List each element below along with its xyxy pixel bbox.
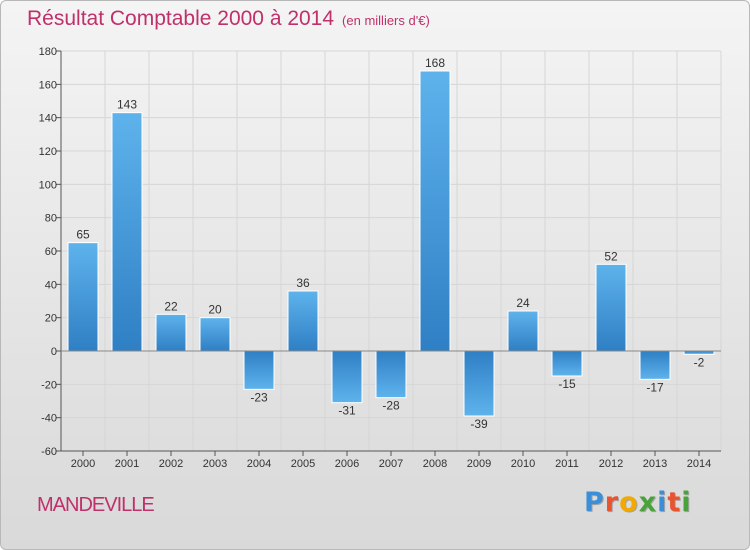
x-tick-label: 2013 [643, 458, 667, 470]
data-label: 24 [516, 296, 530, 310]
logo-letter: i [657, 487, 668, 518]
bar-2005 [287, 290, 319, 352]
data-label: -2 [694, 355, 705, 369]
y-tick-label: 80 [45, 213, 57, 225]
chart-title-text: Résultat Comptable 2000 à 2014 [27, 7, 335, 30]
x-tick-label: 2003 [203, 458, 227, 470]
data-label: -31 [338, 404, 356, 418]
y-tick-label: 100 [39, 179, 57, 191]
y-tick-label: -60 [41, 446, 57, 458]
data-label: 65 [76, 228, 90, 242]
x-tick-label: 2011 [555, 458, 579, 470]
x-tick-label: 2009 [467, 458, 491, 470]
bar-2013 [639, 350, 671, 380]
data-label: 22 [164, 299, 178, 313]
bar-2006 [331, 350, 363, 404]
y-tick-label: 140 [39, 113, 57, 125]
logo-letter: x [638, 487, 658, 518]
y-tick-label: -40 [41, 413, 57, 425]
logo-letter: t [667, 487, 682, 518]
data-label: -23 [250, 390, 268, 404]
bar-2008 [419, 70, 451, 352]
bar-2003 [199, 317, 231, 352]
y-tick-label: 60 [45, 246, 57, 258]
bar-2000 [67, 242, 99, 352]
bar-2001 [111, 112, 143, 352]
x-tick-label: 2000 [71, 458, 95, 470]
y-tick-label: 160 [39, 79, 57, 91]
logo-letter: r [604, 487, 620, 518]
logo-letter: i [681, 487, 692, 518]
chart-title: Résultat Comptable 2000 à 2014 (en millie… [27, 7, 430, 31]
x-tick-label: 2004 [247, 458, 271, 470]
bar-2010 [507, 310, 539, 352]
bar-2012 [595, 263, 627, 352]
y-tick-label: 180 [39, 46, 57, 58]
logo-letter: P [584, 487, 605, 518]
y-tick-label: 0 [51, 346, 57, 358]
logo-letter: o [619, 487, 639, 518]
proxiti-logo: Proxiti [584, 487, 692, 518]
chart-subtitle: (en milliers d'€) [342, 13, 430, 28]
bar-2011 [551, 350, 583, 377]
bar-2009 [463, 350, 495, 417]
data-label: 168 [425, 56, 445, 70]
x-tick-label: 2001 [115, 458, 139, 470]
data-label: -28 [382, 399, 400, 413]
x-tick-label: 2007 [379, 458, 403, 470]
town-name: MANDEVILLE [37, 494, 155, 516]
data-label: 143 [117, 98, 137, 112]
bar-2004 [243, 350, 275, 390]
data-label: 20 [208, 303, 222, 317]
x-tick-label: 2008 [423, 458, 447, 470]
y-tick-label: -20 [41, 379, 57, 391]
data-label: -17 [646, 380, 664, 394]
bar-2002 [155, 313, 187, 352]
x-tick-label: 2010 [511, 458, 535, 470]
bar-2007 [375, 350, 407, 399]
data-label: 36 [296, 276, 310, 290]
data-label: 52 [604, 249, 618, 263]
data-label: -39 [470, 417, 488, 431]
x-tick-label: 2012 [599, 458, 623, 470]
y-tick-label: 120 [39, 146, 57, 158]
y-tick-label: 20 [45, 313, 57, 325]
x-tick-label: 2002 [159, 458, 183, 470]
x-tick-label: 2014 [687, 458, 711, 470]
x-tick-label: 2006 [335, 458, 359, 470]
x-tick-label: 2005 [291, 458, 315, 470]
data-label: -15 [558, 377, 576, 391]
y-tick-label: 40 [45, 279, 57, 291]
